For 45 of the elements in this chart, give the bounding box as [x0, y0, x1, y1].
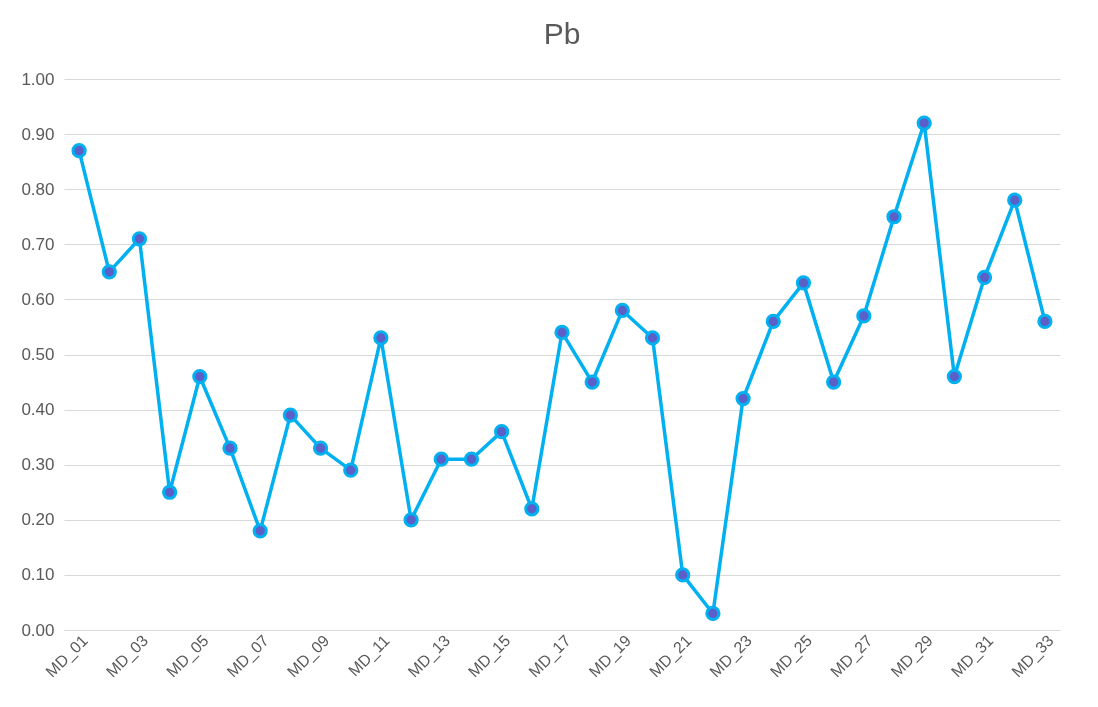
point [222, 440, 238, 456]
y-tick-label: 0.70 [21, 234, 55, 254]
point [463, 451, 480, 467]
y-tick-label: 0.30 [21, 455, 55, 475]
point [373, 330, 389, 346]
y-tick-label: 0.40 [21, 400, 55, 420]
point [614, 302, 630, 319]
point [856, 308, 872, 324]
point [916, 115, 932, 131]
point [1037, 313, 1053, 330]
point [131, 231, 148, 247]
point [343, 462, 359, 478]
y-tick-label: 0.10 [21, 565, 55, 585]
chart-title: Pb [543, 17, 581, 50]
point [644, 330, 661, 346]
y-tick-label: 0.90 [21, 124, 55, 144]
y-tick-label: 1.00 [21, 69, 55, 89]
point [735, 390, 751, 407]
point [886, 209, 902, 225]
point [765, 313, 781, 330]
point [554, 324, 570, 341]
point [976, 269, 993, 285]
y-tick-label: 0.20 [21, 510, 55, 530]
point [192, 368, 208, 385]
point [433, 451, 449, 467]
y-tick-label: 0.50 [21, 345, 55, 364]
point [705, 605, 721, 622]
point [675, 567, 691, 583]
point [282, 407, 298, 423]
point [403, 512, 419, 528]
point [524, 501, 540, 517]
point [1007, 192, 1023, 208]
point [494, 424, 510, 440]
point [312, 440, 329, 456]
point [584, 374, 600, 390]
point [795, 275, 812, 291]
point [101, 264, 117, 280]
y-tick-label: 0.60 [21, 289, 55, 309]
point [252, 523, 268, 539]
point [946, 368, 962, 385]
y-tick-label: 0.00 [21, 620, 55, 640]
y-tick-label: 0.80 [21, 179, 55, 199]
point [826, 374, 842, 390]
point [162, 484, 178, 500]
point [71, 143, 87, 159]
